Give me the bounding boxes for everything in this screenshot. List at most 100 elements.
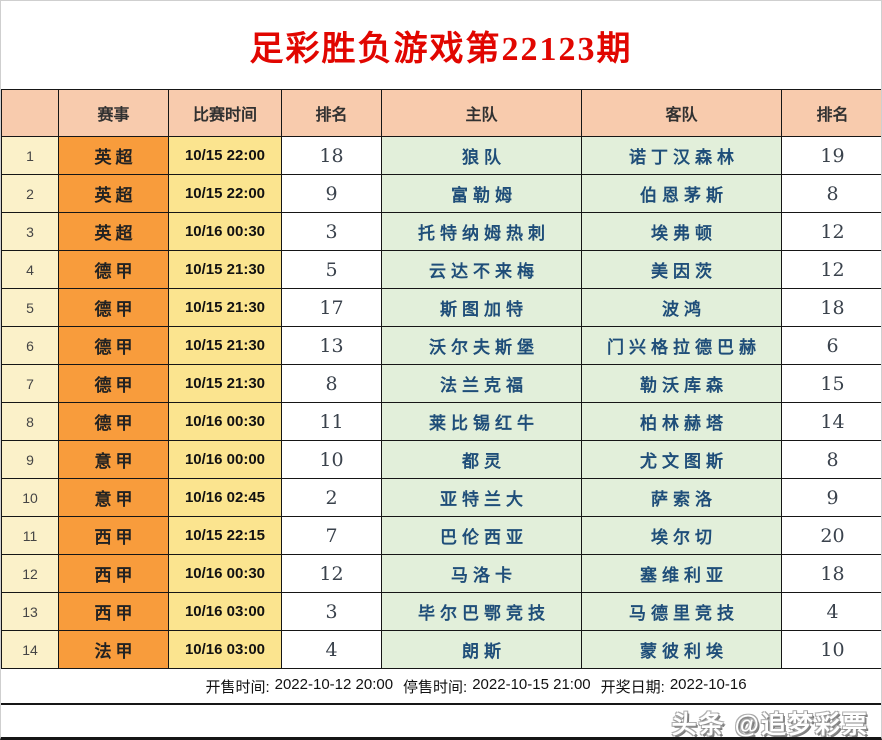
row-index: 2 — [1, 174, 59, 213]
match-table-header: 赛事 比赛时间 排名 主队 客队 排名 — [1, 89, 881, 137]
home-team-cell: 朗斯 — [381, 630, 582, 669]
watermark-text: 头条 @追梦彩票 — [671, 711, 869, 739]
home-rank-cell: 11 — [281, 402, 382, 441]
table-row: 10 意甲 10/16 02:45 2 亚特兰大 萨索洛 9 — [1, 478, 881, 517]
league-cell: 意甲 — [58, 478, 169, 517]
league-cell: 德甲 — [58, 326, 169, 365]
table-row: 4 德甲 10/15 21:30 5 云达不来梅 美因茨 12 — [1, 250, 881, 289]
match-time-cell: 10/15 21:30 — [168, 250, 282, 289]
row-index: 9 — [1, 440, 59, 479]
league-cell: 西甲 — [58, 554, 169, 593]
home-team-cell: 托特纳姆热刺 — [381, 212, 582, 251]
home-team-cell: 都灵 — [381, 440, 582, 479]
home-team-cell: 马洛卡 — [381, 554, 582, 593]
table-row: 7 德甲 10/15 21:30 8 法兰克福 勒沃库森 15 — [1, 364, 881, 403]
away-rank-cell: 4 — [781, 592, 881, 631]
page-title: 足彩胜负游戏第22123期 — [249, 30, 633, 68]
row-index: 11 — [1, 516, 59, 555]
watermark-area: 头条 @追梦彩票 — [1, 705, 881, 739]
home-rank-cell: 8 — [281, 364, 382, 403]
away-rank-cell: 18 — [781, 554, 881, 593]
home-rank-cell: 7 — [281, 516, 382, 555]
away-rank-cell: 10 — [781, 630, 881, 669]
row-index: 1 — [1, 136, 59, 175]
sale-open-value: 2022-10-12 20:00 — [274, 675, 394, 693]
home-rank-cell: 12 — [281, 554, 382, 593]
home-team-cell: 沃尔夫斯堡 — [381, 326, 582, 365]
match-time-cell: 10/16 03:00 — [168, 630, 282, 669]
sale-close-label: 停售时间: — [403, 678, 468, 696]
match-time-cell: 10/16 00:30 — [168, 554, 282, 593]
away-team-cell: 蒙彼利埃 — [581, 630, 782, 669]
match-time-cell: 10/15 22:00 — [168, 174, 282, 213]
home-rank-cell: 2 — [281, 478, 382, 517]
league-cell: 德甲 — [58, 364, 169, 403]
sale-open-label: 开售时间: — [205, 678, 270, 696]
home-team-cell: 云达不来梅 — [381, 250, 582, 289]
header-row: 赛事 比赛时间 排名 主队 客队 排名 — [1, 89, 881, 137]
home-rank-cell: 9 — [281, 174, 382, 213]
match-time-cell: 10/15 22:15 — [168, 516, 282, 555]
draw-date-value: 2022-10-16 — [669, 675, 747, 693]
sale-open-info: 开售时间: 2022-10-12 20:00 — [205, 676, 393, 697]
home-team-cell: 狼队 — [381, 136, 582, 175]
away-team-cell: 柏林赫塔 — [581, 402, 782, 441]
table-row: 12 西甲 10/16 00:30 12 马洛卡 塞维利亚 18 — [1, 554, 881, 593]
table-row: 1 英超 10/15 22:00 18 狼队 诺丁汉森林 19 — [1, 136, 881, 175]
away-rank-cell: 19 — [781, 136, 881, 175]
away-rank-cell: 20 — [781, 516, 881, 555]
home-team-cell: 巴伦西亚 — [381, 516, 582, 555]
row-index: 6 — [1, 326, 59, 365]
home-rank-cell: 5 — [281, 250, 382, 289]
away-rank-cell: 14 — [781, 402, 881, 441]
table-row: 14 法甲 10/16 03:00 4 朗斯 蒙彼利埃 10 — [1, 630, 881, 669]
row-index: 12 — [1, 554, 59, 593]
league-cell: 法甲 — [58, 630, 169, 669]
table-row: 11 西甲 10/15 22:15 7 巴伦西亚 埃尔切 20 — [1, 516, 881, 555]
row-index: 14 — [1, 630, 59, 669]
away-team-cell: 诺丁汉森林 — [581, 136, 782, 175]
match-time-cell: 10/16 00:00 — [168, 440, 282, 479]
league-cell: 西甲 — [58, 592, 169, 631]
away-rank-cell: 18 — [781, 288, 881, 327]
title-area: 足彩胜负游戏第22123期 — [1, 1, 881, 89]
away-team-cell: 波鸿 — [581, 288, 782, 327]
match-time-cell: 10/16 00:30 — [168, 212, 282, 251]
home-rank-cell: 18 — [281, 136, 382, 175]
sale-close-info: 停售时间: 2022-10-15 21:00 — [403, 676, 591, 697]
home-team-cell: 法兰克福 — [381, 364, 582, 403]
match-table: 赛事 比赛时间 排名 主队 客队 排名 1 英超 10/15 22:00 18 … — [1, 89, 881, 669]
away-team-cell: 美因茨 — [581, 250, 782, 289]
header-index — [1, 89, 59, 137]
row-index: 7 — [1, 364, 59, 403]
match-time-cell: 10/16 00:30 — [168, 402, 282, 441]
header-home-team: 主队 — [381, 89, 582, 137]
away-team-cell: 马德里竞技 — [581, 592, 782, 631]
row-index: 10 — [1, 478, 59, 517]
league-cell: 英超 — [58, 136, 169, 175]
draw-date-label: 开奖日期: — [600, 678, 665, 696]
header-home-rank: 排名 — [281, 89, 382, 137]
away-team-cell: 埃弗顿 — [581, 212, 782, 251]
table-row: 2 英超 10/15 22:00 9 富勒姆 伯恩茅斯 8 — [1, 174, 881, 213]
away-team-cell: 尤文图斯 — [581, 440, 782, 479]
home-rank-cell: 3 — [281, 212, 382, 251]
league-cell: 西甲 — [58, 516, 169, 555]
home-team-cell: 富勒姆 — [381, 174, 582, 213]
away-team-cell: 伯恩茅斯 — [581, 174, 782, 213]
away-rank-cell: 8 — [781, 440, 881, 479]
sale-info-bar: 开售时间: 2022-10-12 20:00 停售时间: 2022-10-15 … — [1, 669, 881, 705]
match-time-cell: 10/16 03:00 — [168, 592, 282, 631]
header-match-time: 比赛时间 — [168, 89, 282, 137]
table-row: 3 英超 10/16 00:30 3 托特纳姆热刺 埃弗顿 12 — [1, 212, 881, 251]
match-time-cell: 10/15 21:30 — [168, 364, 282, 403]
home-rank-cell: 4 — [281, 630, 382, 669]
away-team-cell: 塞维利亚 — [581, 554, 782, 593]
table-row: 5 德甲 10/15 21:30 17 斯图加特 波鸿 18 — [1, 288, 881, 327]
away-team-cell: 门兴格拉德巴赫 — [581, 326, 782, 365]
row-index: 13 — [1, 592, 59, 631]
away-rank-cell: 12 — [781, 250, 881, 289]
away-rank-cell: 9 — [781, 478, 881, 517]
away-team-cell: 萨索洛 — [581, 478, 782, 517]
league-cell: 德甲 — [58, 402, 169, 441]
